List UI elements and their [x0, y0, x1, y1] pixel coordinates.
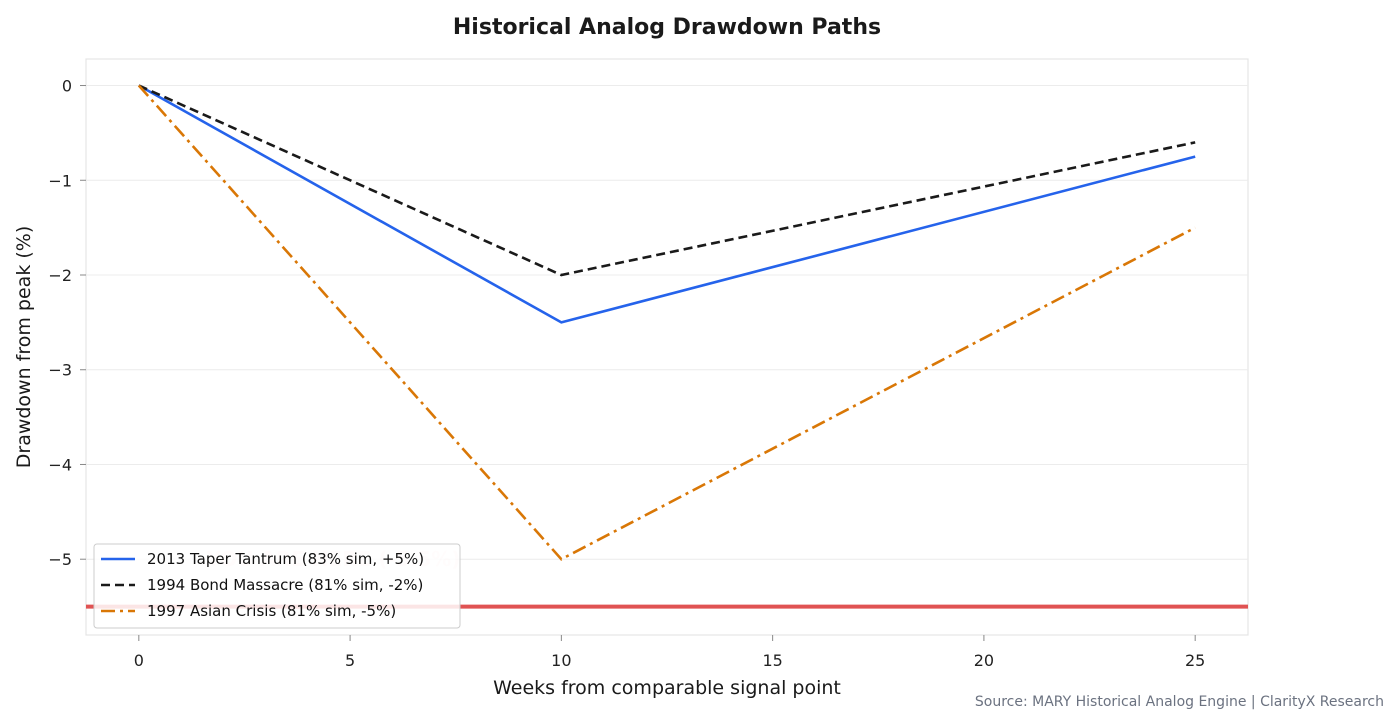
x-axis-label: Weeks from comparable signal point [493, 677, 841, 699]
x-tick-label: 15 [762, 651, 782, 670]
source-note: Source: MARY Historical Analog Engine | … [974, 694, 1384, 710]
y-tick-label: −5 [48, 550, 72, 569]
x-ticks: 0 5 10 15 20 25 [134, 635, 1205, 670]
legend-box [93, 543, 461, 629]
x-tick-label: 20 [974, 651, 994, 670]
y-tick-label: −1 [48, 171, 72, 190]
grid [86, 85, 1248, 560]
chart-title: Historical Analog Drawdown Paths [453, 15, 881, 40]
plot-area [85, 58, 1249, 636]
y-axis-label: Drawdown from peak (%) [13, 226, 35, 469]
legend-label: 1997 Asian Crisis (81% sim, -5%) [147, 602, 396, 620]
y-tick-label: 0 [62, 77, 72, 96]
x-tick-label: 25 [1185, 651, 1205, 670]
legend: 2013 Taper Tantrum (83% sim, +5%) 1994 Bo… [93, 543, 461, 629]
series-line-2 [138, 84, 1196, 277]
y-tick-label: −4 [48, 455, 72, 474]
legend-label: 1994 Bond Massacre (81% sim, -2%) [147, 576, 423, 594]
series-line-1 [138, 84, 1196, 324]
y-tick-label: −2 [48, 266, 72, 285]
legend-label: 2013 Taper Tantrum (83% sim, +5%) [147, 550, 424, 568]
x-tick-label: 10 [551, 651, 571, 670]
y-ticks: 0 −1 −2 −3 −4 −5 [48, 77, 86, 569]
y-tick-label: −3 [48, 361, 72, 380]
x-tick-label: 0 [134, 651, 144, 670]
x-tick-label: 5 [345, 651, 355, 670]
series-line-3 [137, 84, 1196, 561]
series-group [137, 84, 1196, 561]
